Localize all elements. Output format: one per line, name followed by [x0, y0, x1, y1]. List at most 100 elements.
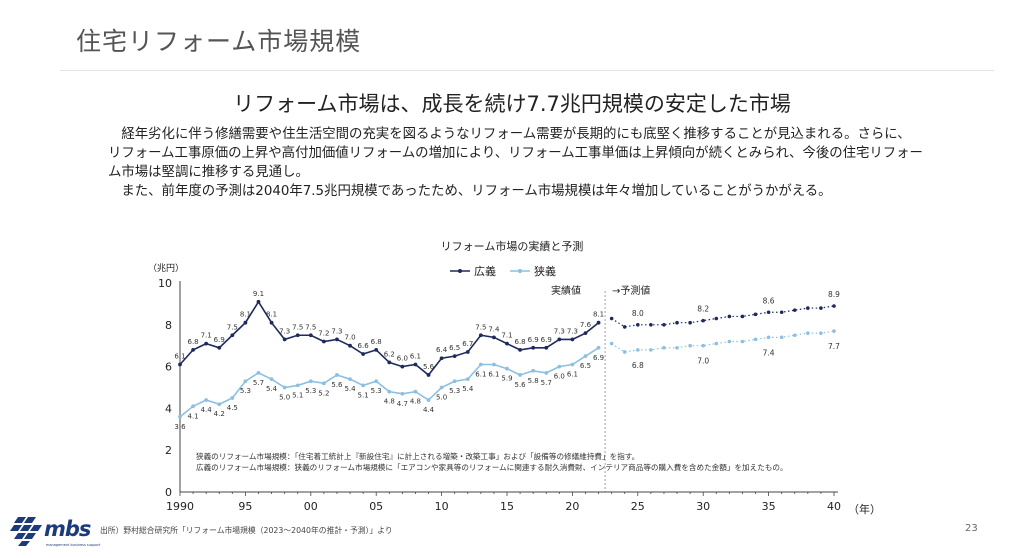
series-0-forecast-point [675, 320, 679, 325]
series-1-actual-point [374, 379, 379, 384]
series-1-actual-label: 4.8 [384, 398, 395, 406]
series-1-forecast-label: 7.0 [697, 357, 709, 366]
series-1-actual-point [308, 379, 313, 384]
series-0-actual-point [230, 333, 235, 338]
series-1-actual-label: 3.6 [174, 423, 186, 431]
legend-marker-narrow [518, 269, 522, 273]
series-1-forecast-point [792, 333, 797, 338]
series-1-forecast-point [688, 343, 692, 348]
x-unit-label: （年） [848, 502, 881, 516]
series-1-forecast-point [753, 337, 758, 342]
series-1-forecast-label: 7.7 [828, 342, 840, 351]
series-1-actual-label: 4.4 [201, 406, 213, 414]
source-citation: 出所）野村総合研究所「リフォーム市場規模（2023〜2040年の推計・予測）」よ… [100, 526, 393, 535]
series-0-actual-label: 7.6 [580, 321, 592, 329]
series-1-actual-point [505, 366, 509, 371]
series-1-forecast-point [766, 335, 771, 340]
series-1-actual-label: 5.0 [279, 394, 290, 402]
series-0-actual-point [348, 343, 352, 348]
series-0-actual-point [439, 356, 444, 361]
series-0-actual-label: 7.5 [227, 323, 238, 331]
series-1-forecast-point [609, 341, 614, 346]
series-1-forecast-point [662, 345, 666, 350]
actual-label: 実績値 [551, 284, 581, 297]
logo-text: mbs [44, 517, 91, 541]
x-tick-label: 95 [238, 500, 252, 513]
series-1-actual-label: 5.6 [515, 381, 527, 389]
series-0-forecast-point [609, 316, 614, 321]
series-1-forecast-point [649, 348, 653, 352]
series-0-actual-label: 6.1 [410, 353, 421, 361]
title-divider [60, 70, 994, 71]
series-0-actual-point [413, 362, 418, 367]
series-0-actual-point [282, 337, 287, 342]
series-0-actual-label: 7.5 [475, 323, 486, 331]
series-0-actual-label: 6.8 [371, 338, 382, 346]
x-tick-label: 05 [369, 500, 383, 513]
series-0-actual-point [217, 345, 222, 350]
series-1-actual-label: 5.3 [240, 387, 251, 395]
series-1-actual-point [269, 377, 274, 382]
series-0-actual-point [557, 337, 562, 342]
x-tick-label: 35 [762, 500, 776, 513]
series-1-actual-point [465, 377, 470, 382]
series-0-actual-point [426, 373, 431, 377]
series-0-actual-label: 7.3 [567, 327, 578, 335]
series-0-actual-point [387, 360, 392, 365]
series-1-forecast-point [714, 341, 719, 346]
y-tick-label: 0 [165, 486, 172, 499]
series-1-forecast-point [832, 329, 836, 333]
series-1-actual-label: 5.7 [253, 379, 264, 387]
series-1-actual-label: 5.4 [344, 385, 356, 393]
series-0-actual-label: 7.5 [292, 323, 303, 331]
series-1-actual-label: 4.4 [423, 406, 435, 414]
series-0-actual-point [478, 333, 483, 338]
series-1-actual-point [217, 402, 222, 407]
series-1-actual-label: 6.1 [488, 371, 499, 379]
note-broad-definition: 広義のリフォーム市場規模：狭義のリフォーム市場規模に「エアコンや家具等のリフォー… [196, 463, 788, 472]
series-0-actual-label: 7.3 [279, 327, 290, 335]
series-0-forecast-point [792, 308, 797, 312]
series-0-forecast-point [649, 323, 653, 327]
series-0-forecast-point [819, 306, 823, 310]
legend-marker-broad [458, 269, 462, 273]
series-0-actual-label: 7.1 [201, 332, 212, 340]
series-0-actual-point [465, 350, 470, 354]
series-1-forecast-point [727, 339, 732, 344]
series-1-actual-label: 5.4 [462, 385, 474, 393]
series-0-actual-point [531, 345, 536, 350]
series-1-actual-point [243, 379, 248, 384]
series-0-actual-point [400, 364, 405, 369]
series-1-forecast-point [740, 339, 745, 344]
series-1-actual-label: 6.1 [475, 371, 486, 379]
y-tick-label: 4 [165, 402, 172, 415]
series-1-actual-label: 6.9 [593, 354, 604, 362]
forecast-label: →予測値 [612, 284, 650, 297]
series-1-actual-label: 6.1 [567, 371, 578, 379]
chart-title: リフォーム市場の実績と予測 [440, 240, 584, 253]
series-0-actual-label: 6.6 [358, 342, 370, 350]
series-1-actual-label: 4.1 [188, 412, 199, 420]
series-0-actual-point [269, 320, 274, 325]
series-0-actual-label: 7.0 [344, 334, 355, 342]
series-1-actual-point [321, 381, 326, 386]
series-0-actual-point [452, 354, 457, 359]
series-0-actual-label: 6.9 [528, 336, 539, 344]
y-tick-label: 10 [158, 277, 172, 290]
series-0-actual-point [596, 320, 601, 325]
x-tick-label: 00 [304, 500, 318, 513]
series-0-actual-label: 7.4 [488, 325, 500, 333]
y-tick-label: 6 [165, 361, 172, 374]
x-tick-label: 15 [500, 500, 514, 513]
series-0-actual-label: 6.1 [174, 353, 185, 361]
series-0-actual-point [178, 362, 182, 367]
series-1-actual-point [518, 373, 522, 377]
series-1-actual-point [544, 370, 549, 375]
series-1-actual-label: 6.5 [580, 362, 591, 370]
x-tick-label: 25 [631, 500, 645, 513]
series-1-actual-point [191, 404, 195, 409]
series-0-actual-label: 6.4 [436, 346, 448, 354]
series-1-actual-label: 5.0 [436, 394, 447, 402]
series-0-actual-label: 8.1 [240, 311, 251, 319]
series-0-actual-label: 5.6 [423, 363, 435, 371]
